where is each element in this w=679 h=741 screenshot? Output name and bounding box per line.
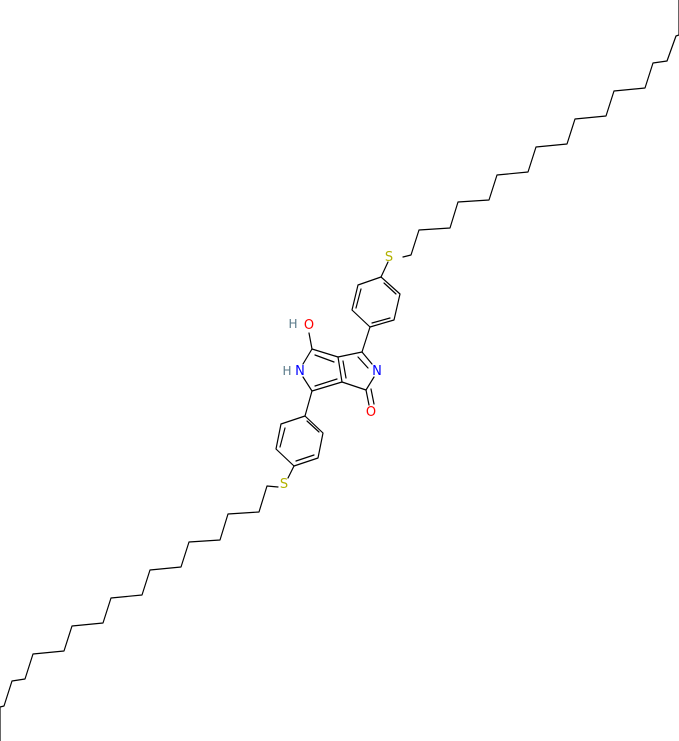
amine-hydrogen-atom: H bbox=[282, 364, 291, 378]
upper-aryl-core-bond bbox=[361, 326, 371, 353]
bicyclic-core bbox=[302, 332, 375, 406]
upper-alkyl-chain bbox=[402, 0, 679, 258]
hydroxyl-oxygen-atom: O bbox=[304, 318, 314, 333]
imine-nitrogen-atom: N bbox=[372, 364, 382, 379]
sulfur-atom-top: S bbox=[385, 250, 393, 265]
carbonyl-oxygen-atom: O bbox=[366, 405, 376, 420]
upper-benzene-ring bbox=[351, 276, 401, 328]
sulfur-atom-bottom: S bbox=[280, 477, 288, 492]
upper-s-aryl-bond bbox=[380, 261, 389, 278]
lower-aryl-core-bond bbox=[304, 390, 313, 417]
amine-nitrogen-atom: N bbox=[295, 364, 305, 379]
hydroxyl-hydrogen-atom: H bbox=[288, 317, 297, 331]
lower-alkyl-chain bbox=[0, 485, 279, 741]
lower-s-aryl-bond bbox=[287, 465, 295, 479]
lower-benzene-ring bbox=[275, 415, 324, 467]
